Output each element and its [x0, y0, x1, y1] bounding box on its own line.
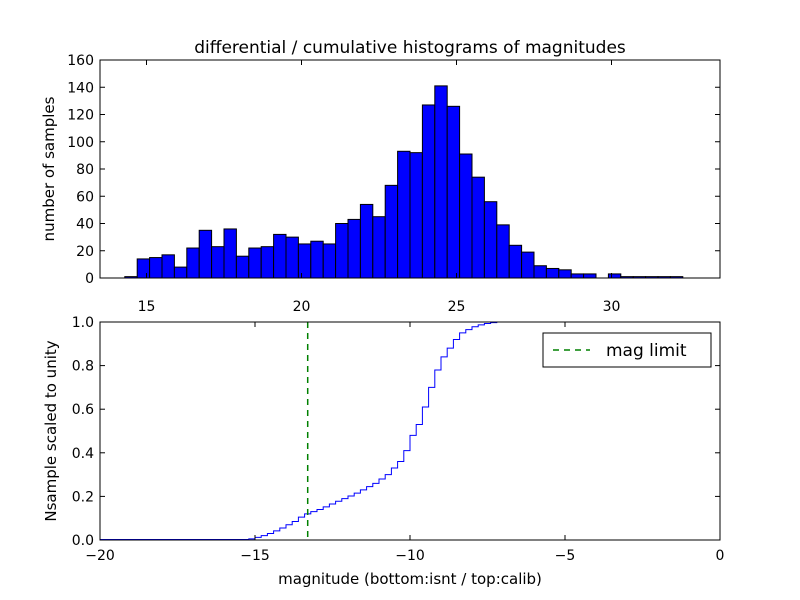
histogram-bar [521, 251, 535, 279]
top-x-tick-label: 25 [448, 299, 466, 315]
histogram-bar [310, 240, 324, 279]
histogram-bar [508, 244, 523, 279]
histogram-bar [347, 218, 361, 279]
histogram-bars [124, 85, 684, 279]
histogram-bar [322, 243, 337, 279]
chart-title: differential / cumulative histograms of … [194, 38, 626, 58]
bottom-y-tick-label: 0.8 [72, 359, 94, 375]
histogram-bar [273, 233, 287, 279]
top-y-tick-label: 100 [67, 135, 94, 151]
histogram-bar [533, 265, 547, 279]
top-x-tick-label: 20 [293, 299, 311, 315]
top-y-tick-label: 40 [76, 217, 94, 233]
histogram-bar [173, 266, 188, 279]
histogram-bar [607, 273, 622, 279]
bottom-x-tick-label: −10 [395, 548, 425, 564]
histogram-bar [483, 201, 498, 279]
bottom-y-axis-label: Nsample scaled to unity [42, 340, 60, 521]
cumulative-panel: 0.0 0.2 0.4 0.6 0.8 1.0 −20 −15 −10 −5 0 magnitude… [42, 315, 724, 588]
histogram-bar [359, 203, 374, 279]
bottom-x-tick-label: −20 [85, 548, 115, 564]
legend-box [542, 332, 712, 368]
top-y-tick-label: 20 [76, 244, 94, 260]
bottom-y-tick-label: 0.0 [72, 533, 94, 549]
bottom-ticks: 0.0 0.2 0.4 0.6 0.8 1.0 −20 −15 −10 −5 0 [72, 315, 725, 564]
bottom-y-tick-label: 0.6 [72, 402, 94, 418]
histogram-bar [545, 267, 560, 279]
histogram-bar [285, 236, 299, 279]
bottom-x-tick-label: −15 [240, 548, 270, 564]
histogram-bar [223, 228, 237, 279]
histogram-bar [161, 254, 175, 279]
histogram-bar [335, 223, 349, 279]
top-y-tick-label: 140 [67, 80, 94, 96]
histogram-bar [583, 273, 597, 279]
histogram-bar [409, 152, 423, 279]
histogram-bar [471, 176, 485, 279]
top-y-tick-label: 160 [67, 53, 94, 69]
bottom-x-axis-label: magnitude (bottom:isnt / top:calib) [278, 570, 542, 588]
histogram-bar [186, 247, 200, 279]
bottom-y-tick-label: 0.4 [72, 446, 94, 462]
histogram-bar [570, 273, 585, 279]
bottom-y-tick-label: 1.0 [72, 315, 94, 331]
histogram-bar [136, 258, 151, 279]
histogram-bar [211, 246, 225, 279]
bottom-x-tick-label: 0 [716, 548, 725, 564]
top-ticks: 0 20 40 60 80 100 120 140 160 15 20 25 30 [67, 53, 720, 315]
top-y-tick-label: 80 [76, 162, 94, 178]
top-y-tick-label: 120 [67, 108, 94, 124]
top-x-tick-label: 30 [603, 299, 621, 315]
legend-mag-limit-label: mag limit [606, 341, 687, 361]
histogram-bar [558, 269, 572, 279]
histogram-bar [384, 184, 399, 279]
histogram-bar [459, 153, 473, 279]
bottom-x-tick-label: −5 [555, 548, 576, 564]
histogram-bar [149, 257, 163, 279]
legend: mag limit [542, 332, 712, 368]
histogram-bar [496, 224, 510, 279]
top-y-axis-label: number of samples [40, 96, 58, 241]
histogram-bar [372, 216, 386, 279]
histogram-bar [397, 150, 411, 279]
histogram-bar [434, 85, 448, 279]
histogram-bar [198, 229, 213, 279]
histogram-panel: differential / cumulative histograms of … [40, 38, 721, 315]
top-y-tick-label: 60 [76, 189, 94, 205]
histogram-bar [297, 243, 312, 279]
histogram-bar [421, 104, 436, 279]
bottom-y-tick-label: 0.2 [72, 489, 94, 505]
histogram-bar [446, 105, 461, 279]
histogram-bar [235, 255, 250, 279]
histogram-bar [260, 246, 275, 279]
histogram-bar [248, 247, 262, 279]
top-x-tick-label: 15 [138, 299, 156, 315]
top-y-tick-label: 0 [85, 271, 94, 287]
